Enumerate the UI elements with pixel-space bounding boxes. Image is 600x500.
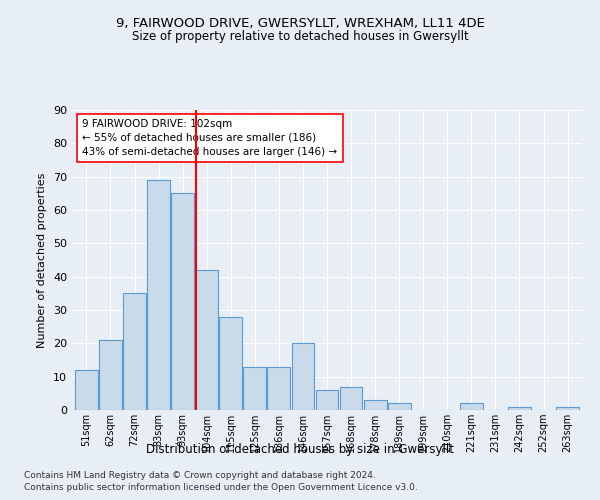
Text: Size of property relative to detached houses in Gwersyllt: Size of property relative to detached ho… xyxy=(131,30,469,43)
Bar xyxy=(99,340,122,410)
Bar xyxy=(220,316,242,410)
Text: 9, FAIRWOOD DRIVE, GWERSYLLT, WREXHAM, LL11 4DE: 9, FAIRWOOD DRIVE, GWERSYLLT, WREXHAM, L… xyxy=(116,18,484,30)
Text: Contains HM Land Registry data © Crown copyright and database right 2024.: Contains HM Land Registry data © Crown c… xyxy=(24,471,376,480)
Bar xyxy=(364,400,386,410)
Bar xyxy=(292,344,314,410)
Bar xyxy=(508,406,531,410)
Bar xyxy=(268,366,290,410)
Bar xyxy=(75,370,98,410)
Bar xyxy=(340,386,362,410)
Bar xyxy=(244,366,266,410)
Text: 9 FAIRWOOD DRIVE: 102sqm
← 55% of detached houses are smaller (186)
43% of semi-: 9 FAIRWOOD DRIVE: 102sqm ← 55% of detach… xyxy=(82,119,337,157)
Bar xyxy=(123,294,146,410)
Bar xyxy=(388,404,410,410)
Bar xyxy=(316,390,338,410)
Text: Contains public sector information licensed under the Open Government Licence v3: Contains public sector information licen… xyxy=(24,484,418,492)
Bar xyxy=(195,270,218,410)
Bar xyxy=(147,180,170,410)
Bar xyxy=(171,194,194,410)
Bar xyxy=(460,404,483,410)
Y-axis label: Number of detached properties: Number of detached properties xyxy=(37,172,47,348)
Text: Distribution of detached houses by size in Gwersyllt: Distribution of detached houses by size … xyxy=(146,442,454,456)
Bar xyxy=(556,406,579,410)
